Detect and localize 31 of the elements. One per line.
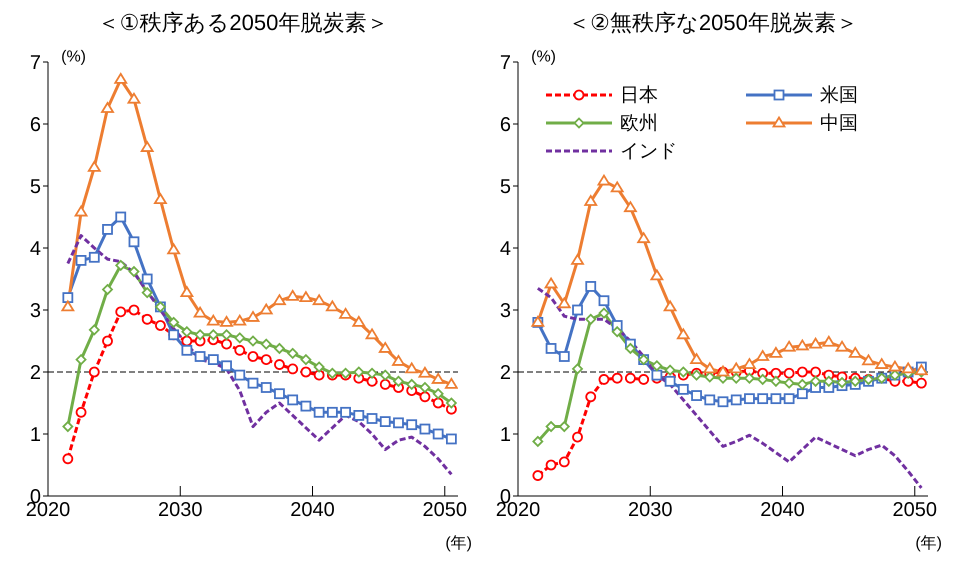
chart-title: ＜②無秩序な2050年脱炭素＞ xyxy=(567,9,859,37)
y-tick-label: 4 xyxy=(30,238,41,260)
x-tick-label: 2030 xyxy=(628,499,673,522)
legend-label: インド xyxy=(620,140,677,164)
y-tick-label: 3 xyxy=(500,300,511,322)
y-tick-label: 6 xyxy=(30,114,41,136)
y-tick-label: 5 xyxy=(30,176,41,198)
y-tick-label: 7 xyxy=(500,52,511,74)
y-tick-label: 3 xyxy=(30,300,41,322)
x-axis-title: (年) xyxy=(915,534,942,554)
legend-label: 中国 xyxy=(820,112,858,136)
y-tick-label: 2 xyxy=(500,362,511,384)
y-tick-label: 5 xyxy=(500,176,511,198)
x-tick-label: 2050 xyxy=(892,499,938,522)
x-tick-label: 2050 xyxy=(422,499,468,522)
legend-label: 欧州 xyxy=(620,112,658,136)
y-tick-label: 6 xyxy=(500,114,511,136)
x-tick-label: 2040 xyxy=(290,499,335,522)
y-axis-title: (%) xyxy=(531,48,556,66)
y-tick-label: 7 xyxy=(30,52,41,74)
legend-label: 日本 xyxy=(620,84,658,108)
x-axis-title: (年) xyxy=(445,534,472,554)
legend-label: 米国 xyxy=(820,84,858,108)
y-tick-label: 1 xyxy=(500,424,511,446)
y-tick-label: 1 xyxy=(30,424,41,446)
y-tick-label: 2 xyxy=(30,362,41,384)
chart-title: ＜①秩序ある2050年脱炭素＞ xyxy=(96,9,390,37)
x-tick-label: 2030 xyxy=(158,499,203,522)
x-tick-label: 2040 xyxy=(760,499,805,522)
y-tick-label: 4 xyxy=(500,238,511,260)
y-axis-title: (%) xyxy=(61,48,86,66)
